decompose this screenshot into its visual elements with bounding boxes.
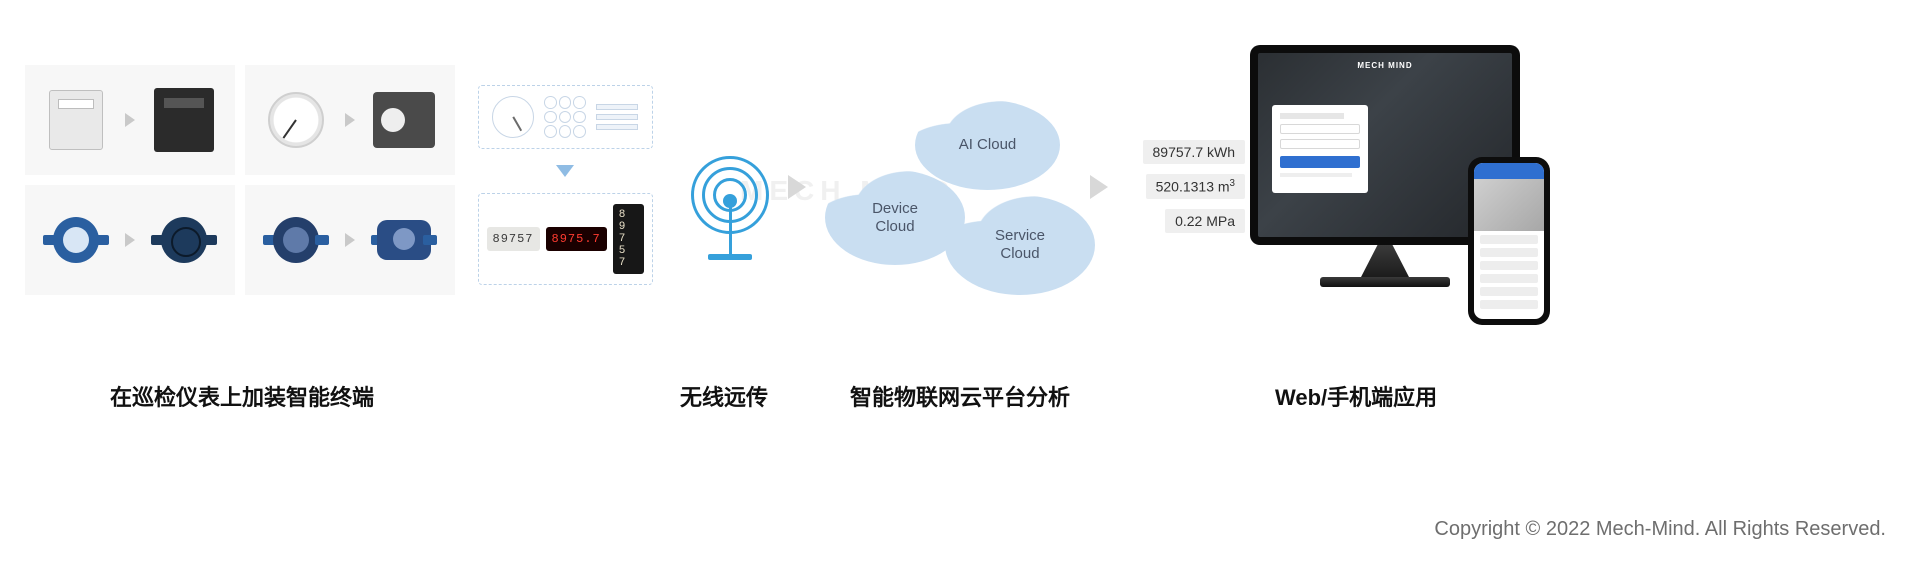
arrow-down-icon xyxy=(556,165,574,177)
arrow-right-icon xyxy=(125,233,135,247)
meter-before-icon xyxy=(261,85,331,155)
digital-readouts-box: 89757 8975.7 8 9 7 5 7 xyxy=(478,193,653,285)
data-chip: 520.1313 m3 xyxy=(1146,174,1245,199)
stage4-clouds: AI Cloud Device Cloud Service Cloud xyxy=(825,100,1085,310)
cloud-label: Service Cloud xyxy=(995,227,1045,263)
cloud-service: Service Cloud xyxy=(945,195,1095,295)
stage6-caption: Web/手机端应用 xyxy=(1275,380,1437,412)
stage3-caption: 无线远传 xyxy=(680,380,768,412)
lcd-readout: 89757 xyxy=(487,227,540,251)
cloud-label: Device Cloud xyxy=(872,200,918,236)
meter-row xyxy=(25,185,455,295)
login-panel xyxy=(1272,105,1368,193)
meter-row xyxy=(25,65,455,175)
analog-gauges-box xyxy=(478,85,653,149)
arrow-right-icon xyxy=(345,233,355,247)
arrow-right-icon xyxy=(345,113,355,127)
meter-card xyxy=(245,185,455,295)
diagram-canvas: MECH MIND xyxy=(0,0,1920,563)
mobile-phone-icon xyxy=(1468,157,1550,325)
meter-after-icon xyxy=(369,205,439,275)
monitor-brand: MECH MIND xyxy=(1258,61,1512,70)
meter-card xyxy=(25,185,235,295)
stage1-meter-grid xyxy=(25,65,455,295)
login-button[interactable] xyxy=(1280,156,1360,168)
monitor-foot xyxy=(1320,277,1450,287)
data-chip: 89757.7 kWh xyxy=(1143,140,1246,164)
lcd-readout: 8975.7 xyxy=(546,227,607,251)
meter-after-icon xyxy=(369,85,439,155)
stage5-data-chips: 89757.7 kWh 520.1313 m3 0.22 MPa xyxy=(1110,140,1245,233)
mini-cluster-icon xyxy=(544,96,586,138)
wireless-antenna-icon xyxy=(695,150,765,260)
meter-before-icon xyxy=(41,205,111,275)
stage4-caption: 智能物联网云平台分析 xyxy=(850,380,1070,412)
copyright-text: Copyright © 2022 Mech-Mind. All Rights R… xyxy=(1434,518,1886,541)
data-chip: 0.22 MPa xyxy=(1165,209,1245,233)
meter-after-icon xyxy=(149,205,219,275)
meter-card xyxy=(25,65,235,175)
meter-card xyxy=(245,65,455,175)
arrow-right-icon xyxy=(125,113,135,127)
cloud-device: Device Cloud xyxy=(825,170,965,265)
stage2-readouts: 89757 8975.7 8 9 7 5 7 xyxy=(475,85,655,285)
meter-before-icon xyxy=(41,85,111,155)
meter-before-icon xyxy=(261,205,331,275)
lcd-readout: 8 9 7 5 7 xyxy=(613,204,644,274)
monitor-stand xyxy=(1360,245,1410,279)
cloud-label: AI Cloud xyxy=(959,136,1017,154)
stage6-devices: MECH MIND xyxy=(1250,45,1550,325)
mini-gauge-icon xyxy=(492,96,534,138)
stage1-caption: 在巡检仪表上加装智能终端 xyxy=(110,380,374,412)
mini-rect-icon xyxy=(596,96,638,138)
meter-after-icon xyxy=(149,85,219,155)
stage-arrow-icon xyxy=(788,175,806,199)
